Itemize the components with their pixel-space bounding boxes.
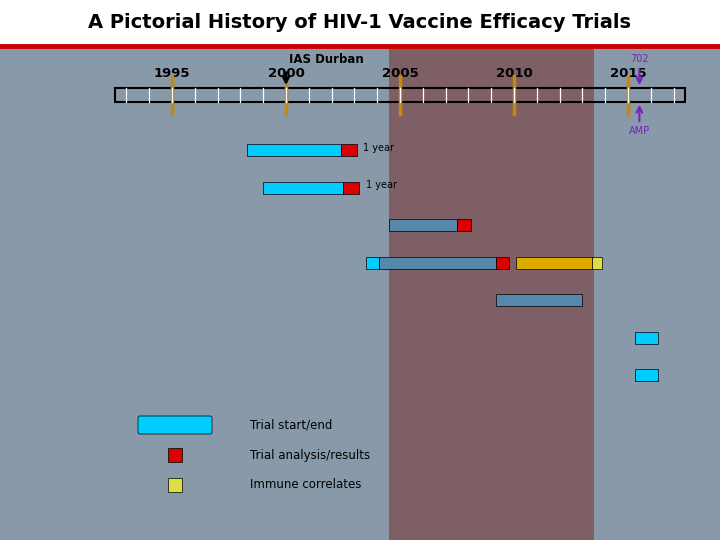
Text: IAS Durban: IAS Durban bbox=[289, 53, 364, 66]
FancyBboxPatch shape bbox=[389, 46, 594, 540]
FancyBboxPatch shape bbox=[379, 256, 496, 268]
FancyBboxPatch shape bbox=[592, 256, 602, 268]
FancyBboxPatch shape bbox=[138, 416, 212, 434]
FancyBboxPatch shape bbox=[341, 144, 356, 156]
Text: 1 year: 1 year bbox=[363, 143, 395, 153]
FancyBboxPatch shape bbox=[168, 478, 182, 492]
FancyBboxPatch shape bbox=[389, 219, 457, 231]
FancyBboxPatch shape bbox=[635, 369, 657, 381]
FancyBboxPatch shape bbox=[635, 332, 657, 343]
FancyBboxPatch shape bbox=[264, 181, 343, 193]
FancyBboxPatch shape bbox=[516, 256, 592, 268]
FancyBboxPatch shape bbox=[496, 294, 582, 306]
Text: Immune correlates: Immune correlates bbox=[250, 478, 361, 491]
Text: 1 year: 1 year bbox=[366, 180, 397, 191]
Text: A Pictorial History of HIV-1 Vaccine Efficacy Trials: A Pictorial History of HIV-1 Vaccine Eff… bbox=[89, 14, 631, 32]
FancyBboxPatch shape bbox=[168, 448, 182, 462]
FancyBboxPatch shape bbox=[343, 181, 359, 193]
FancyBboxPatch shape bbox=[496, 256, 510, 268]
Text: Trial start/end: Trial start/end bbox=[250, 418, 333, 431]
Text: 2005: 2005 bbox=[382, 67, 418, 80]
FancyBboxPatch shape bbox=[457, 219, 471, 231]
Text: 2015: 2015 bbox=[610, 67, 647, 80]
Text: AMP: AMP bbox=[629, 126, 650, 136]
FancyBboxPatch shape bbox=[247, 144, 341, 156]
FancyBboxPatch shape bbox=[366, 256, 379, 268]
Text: 702: 702 bbox=[630, 54, 649, 64]
Text: 2010: 2010 bbox=[495, 67, 532, 80]
Text: Trial analysis/results: Trial analysis/results bbox=[250, 449, 370, 462]
Text: 2000: 2000 bbox=[268, 67, 305, 80]
Text: 1995: 1995 bbox=[154, 67, 190, 80]
FancyBboxPatch shape bbox=[0, 0, 720, 45]
